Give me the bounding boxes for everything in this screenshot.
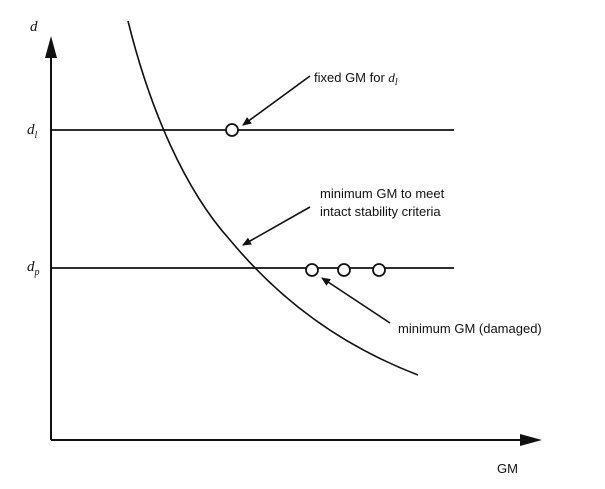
x-axis-label: GM xyxy=(497,461,518,476)
dp-level-label: dp xyxy=(27,259,40,278)
damaged-gm-marker-3 xyxy=(372,263,386,277)
intact-criteria-annotation-line1: minimum GM to meet xyxy=(320,186,445,201)
y-axis-arrowhead xyxy=(45,36,57,58)
damaged-gm-annotation: minimum GM (damaged) xyxy=(398,321,542,336)
dp-symbol: d xyxy=(27,259,35,275)
minimum-gm-curve xyxy=(127,20,419,376)
fixed-gm-text: fixed GM for xyxy=(314,70,388,85)
intact-criteria-arrow xyxy=(242,206,311,246)
fixed-gm-symbol: d xyxy=(388,70,395,85)
dl-symbol: d xyxy=(27,122,35,138)
fixed-gm-marker xyxy=(225,123,239,137)
y-axis-label: d xyxy=(30,19,38,35)
dl-subscript: l xyxy=(35,130,38,141)
dp-subscript: p xyxy=(34,267,40,278)
intact-criteria-annotation-line2: intact stability criteria xyxy=(320,204,441,219)
damaged-gm-arrow xyxy=(321,277,391,324)
fixed-gm-annotation: fixed GM for dl xyxy=(314,70,398,88)
damaged-gm-marker-2 xyxy=(337,263,351,277)
fixed-gm-arrow xyxy=(242,75,311,126)
damaged-gm-marker-1 xyxy=(305,263,319,277)
fixed-gm-subscript: l xyxy=(395,77,398,88)
dl-level-label: dl xyxy=(27,122,38,141)
x-axis-arrowhead xyxy=(520,434,542,446)
